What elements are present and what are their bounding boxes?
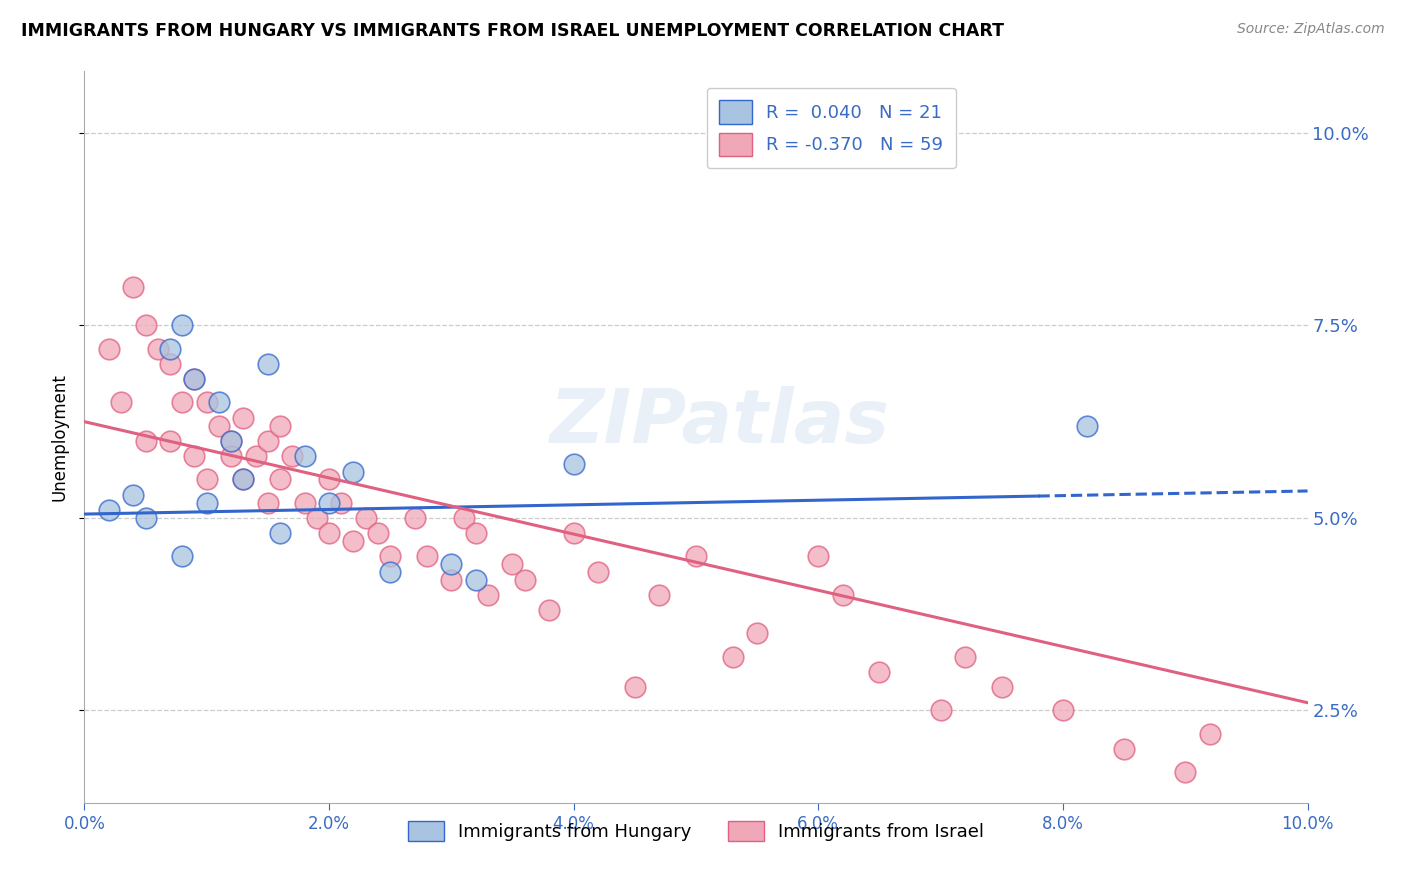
Point (219, 434, 242, 448)
Point (219, 434, 242, 448)
Point (172, 549, 194, 564)
Point (747, 626, 769, 640)
Point (330, 495, 353, 509)
Point (440, 573, 463, 587)
Point (929, 703, 952, 717)
Point (257, 495, 280, 509)
Text: ZIPatlas: ZIPatlas (550, 386, 890, 459)
Point (1198, 726, 1220, 740)
Point (97, 503, 120, 517)
Point (1076, 418, 1098, 433)
Point (513, 573, 536, 587)
Point (305, 511, 328, 525)
Legend: Immigrants from Hungary, Immigrants from Israel: Immigrants from Hungary, Immigrants from… (401, 814, 991, 848)
Point (195, 395, 218, 409)
Point (159, 342, 181, 356)
Point (538, 603, 561, 617)
Point (831, 588, 853, 602)
Point (183, 372, 205, 386)
Point (562, 526, 585, 541)
Point (245, 450, 267, 464)
Point (1174, 764, 1197, 779)
Point (257, 357, 280, 371)
Point (869, 665, 891, 679)
Point (464, 526, 486, 541)
Point (294, 495, 316, 509)
Point (281, 450, 304, 464)
Point (1052, 703, 1074, 717)
Point (146, 342, 169, 356)
Point (294, 450, 316, 464)
Point (159, 434, 181, 448)
Point (502, 557, 524, 571)
Point (440, 557, 463, 571)
Point (342, 465, 364, 479)
Text: Source: ZipAtlas.com: Source: ZipAtlas.com (1237, 22, 1385, 37)
Point (953, 649, 976, 664)
Point (195, 495, 218, 509)
Point (648, 588, 671, 602)
Point (624, 681, 647, 695)
Point (380, 565, 402, 579)
Point (721, 649, 744, 664)
Point (110, 395, 132, 409)
Point (232, 472, 254, 486)
Point (562, 457, 585, 471)
Point (380, 549, 402, 564)
Point (367, 526, 389, 541)
Point (183, 372, 205, 386)
Point (318, 495, 340, 509)
Point (172, 318, 194, 333)
Point (586, 565, 609, 579)
Point (991, 681, 1014, 695)
Point (477, 588, 499, 602)
Point (122, 488, 145, 502)
Point (135, 511, 157, 525)
Point (416, 549, 439, 564)
Point (318, 526, 340, 541)
Point (195, 472, 218, 486)
Point (685, 549, 707, 564)
Point (159, 357, 181, 371)
Point (208, 395, 231, 409)
Point (453, 511, 475, 525)
Point (208, 418, 231, 433)
Point (97, 342, 120, 356)
Point (464, 573, 486, 587)
Point (807, 549, 830, 564)
Point (257, 434, 280, 448)
Text: IMMIGRANTS FROM HUNGARY VS IMMIGRANTS FROM ISRAEL UNEMPLOYMENT CORRELATION CHART: IMMIGRANTS FROM HUNGARY VS IMMIGRANTS FR… (21, 22, 1004, 40)
Point (135, 318, 157, 333)
Point (232, 472, 254, 486)
Point (219, 450, 242, 464)
Point (354, 511, 377, 525)
Point (122, 280, 145, 294)
Y-axis label: Unemployment: Unemployment (51, 373, 69, 501)
Point (269, 418, 291, 433)
Point (183, 450, 205, 464)
Point (172, 395, 194, 409)
Point (342, 534, 364, 549)
Point (1114, 742, 1136, 756)
Point (269, 472, 291, 486)
Point (135, 434, 157, 448)
Point (232, 410, 254, 425)
Point (269, 526, 291, 541)
Point (404, 511, 426, 525)
Point (318, 472, 340, 486)
